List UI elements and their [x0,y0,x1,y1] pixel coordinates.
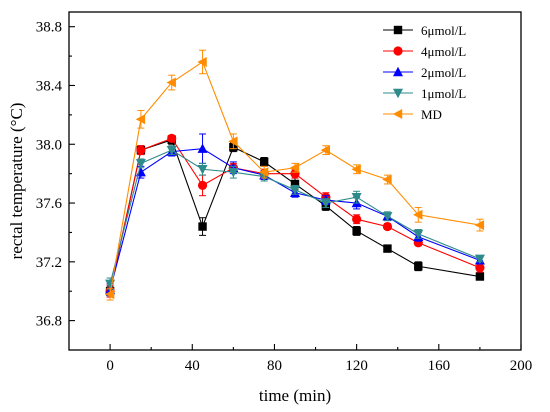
legend-label: MD [421,107,442,122]
x-tick-label: 0 [106,358,114,374]
y-axis: 36.8 37.2 37.6 38.0 38.4 38.8 [36,20,75,330]
legend-marker [393,88,403,99]
series-line [109,61,480,295]
data-point [228,167,239,178]
data-point [382,174,392,185]
data-point [228,136,238,147]
y-tick-label: 38.8 [36,20,62,36]
data-point [135,159,146,169]
y-tick-label: 37.6 [36,196,63,212]
legend-label: 4μmol/L [421,44,466,59]
data-point [382,221,393,232]
data-point [474,254,485,265]
data-point [167,133,177,143]
data-point [351,164,361,175]
x-tick-label: 80 [267,358,282,374]
data-point [290,185,300,196]
data-point [197,180,208,191]
legend-marker [393,25,403,35]
series-line [109,139,480,292]
legend-item: 2μmol/L [383,65,466,80]
data-point [320,198,331,209]
legend: 6μmol/L 4μmol/L 2μmol/L 1μmol/L MD [383,23,466,122]
data-point [259,157,269,167]
data-point [197,165,208,175]
data-point [475,272,485,281]
data-point [475,263,485,273]
series-group [105,133,485,297]
x-tick-label: 120 [345,358,368,374]
data-point [290,179,300,189]
data-point [136,145,146,155]
data-point [352,214,362,224]
x-axis-title: time (min) [259,386,331,405]
series-group [104,49,485,301]
legend-item: 4μmol/L [383,44,466,59]
data-point [258,167,269,178]
legend-label: 1μmol/L [421,86,466,101]
legend-marker [393,46,403,56]
data-point [104,289,115,300]
y-axis-title: rectal temperature (°C) [7,103,26,260]
series-group [105,134,485,297]
data-point [166,145,177,156]
legend-marker [392,109,403,119]
data-point [383,244,392,253]
series-line [109,137,481,292]
plot-area: 0 40 80 120 160 200 36.8 37.2 37.6 38.0 38.4 38.8 [36,11,532,374]
legend-item: 6μmol/L [383,23,466,38]
series-layer [104,49,485,301]
y-tick-label: 37.2 [36,255,62,271]
data-point [474,220,485,231]
data-point [414,262,423,271]
series-line [109,149,481,285]
x-tick-label: 40 [185,358,200,374]
data-point [197,143,208,153]
legend-marker [393,66,403,77]
data-point [320,145,331,156]
data-point [166,77,176,88]
data-point [197,56,207,67]
plot-frame [68,11,522,351]
data-point [352,226,361,236]
data-point [413,209,423,220]
data-point [289,162,300,173]
x-tick-label: 200 [510,358,533,374]
data-point [351,192,362,203]
data-point [198,222,207,231]
data-point [413,229,424,240]
y-tick-label: 38.0 [36,137,62,153]
x-axis: 0 40 80 120 160 200 [106,344,532,374]
x-tick-label: 160 [428,358,451,374]
legend-item: MD [383,107,442,122]
data-point [135,114,146,125]
legend-item: 1μmol/L [383,86,466,101]
y-tick-label: 36.8 [36,314,62,330]
legend-label: 6μmol/L [421,23,466,38]
data-point [382,212,393,222]
legend-label: 2μmol/L [421,65,466,80]
y-tick-label: 38.4 [36,78,63,94]
